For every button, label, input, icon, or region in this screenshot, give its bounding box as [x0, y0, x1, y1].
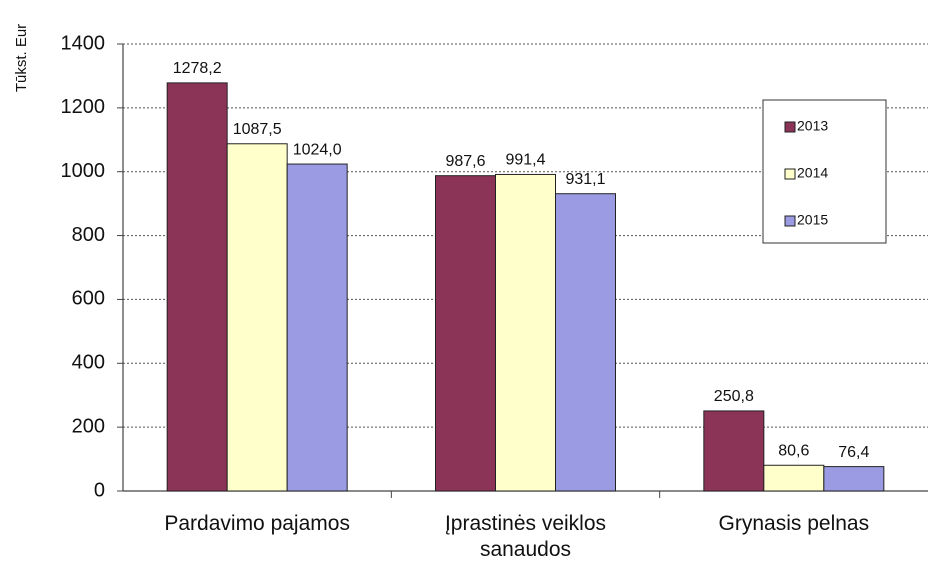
- x-tick-label: Įprastinės veiklos sanaudos: [444, 512, 607, 561]
- y-tick-label: 400: [72, 352, 105, 374]
- legend-swatch: [784, 168, 796, 180]
- value-label: 1087,5: [233, 121, 282, 138]
- legend-box: [762, 99, 887, 244]
- bar: [166, 82, 228, 492]
- y-tick-label: 200: [72, 415, 105, 437]
- y-tick-label: 1000: [61, 160, 106, 182]
- legend: 2013 2014 2015: [762, 99, 887, 244]
- legend-label: 2015: [797, 212, 828, 228]
- legend-swatch: [784, 121, 796, 133]
- y-tick-label: 600: [72, 288, 105, 310]
- legend-swatch: [784, 215, 796, 227]
- value-label: 987,6: [445, 153, 485, 170]
- value-label: 76,4: [838, 444, 869, 461]
- y-axis-label: Tūkst. Eur: [13, 24, 30, 92]
- bar: [763, 464, 825, 492]
- y-tick-label: 800: [72, 224, 105, 246]
- bar: [435, 175, 496, 492]
- y-tick-label: 0: [94, 479, 105, 501]
- y-tick-label: 1200: [61, 96, 106, 118]
- legend-label: 2014: [797, 165, 828, 181]
- bar: [286, 163, 348, 492]
- value-label: 1278,2: [173, 60, 222, 77]
- bar: [226, 143, 288, 492]
- bar: [703, 410, 765, 492]
- value-label: 250,8: [714, 388, 754, 405]
- x-tick-label: Pardavimo pajamos: [164, 512, 350, 535]
- bar: [823, 466, 885, 492]
- value-label: 931,1: [565, 171, 605, 188]
- bar: [495, 173, 556, 492]
- value-label: 1024,0: [293, 141, 342, 158]
- legend-label: 2013: [797, 118, 828, 134]
- y-tick-label: 1400: [61, 32, 106, 54]
- x-tick-label: Grynasis pelnas: [718, 512, 870, 535]
- value-label: 991,4: [505, 152, 545, 169]
- value-label: 80,6: [778, 442, 809, 459]
- bar: [555, 193, 616, 492]
